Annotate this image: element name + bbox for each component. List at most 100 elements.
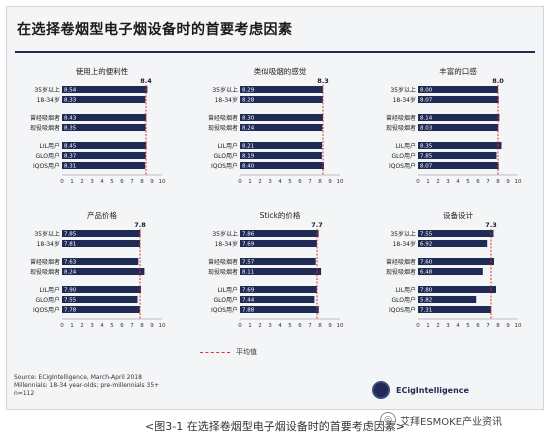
- x-tick-label: 1: [248, 179, 252, 185]
- category-label: 35岁以上: [390, 86, 416, 94]
- bar: [418, 96, 499, 103]
- bar: [418, 240, 488, 247]
- x-tick-label: 0: [60, 179, 64, 185]
- bar-value-label: 7.80: [420, 288, 433, 294]
- category-label: IQOS用户: [211, 162, 238, 170]
- panel-title: 使用上的便利性: [76, 66, 129, 76]
- x-tick-label: 7: [130, 179, 134, 185]
- bar-value-label: 8.21: [242, 144, 254, 150]
- x-tick-label: 9: [328, 179, 332, 185]
- bar: [240, 142, 323, 149]
- bar: [240, 296, 315, 303]
- bar-value-label: 8.24: [242, 126, 255, 132]
- bar: [62, 96, 146, 103]
- x-tick-label: 0: [60, 323, 64, 329]
- average-line-swatch: [200, 351, 230, 353]
- panel-title: 设备设计: [443, 210, 473, 220]
- x-tick-label: 1: [70, 179, 74, 185]
- bar-value-label: 6.92: [420, 242, 432, 248]
- category-label: 35岁以上: [212, 86, 238, 94]
- bar: [240, 240, 317, 247]
- bar: [240, 306, 319, 313]
- category-label: GLO用户: [35, 296, 60, 304]
- category-label: GLO用户: [391, 296, 416, 304]
- bar: [62, 86, 148, 93]
- category-label: 曾经吸烟者: [30, 258, 60, 266]
- bar: [418, 230, 494, 237]
- x-tick-label: 2: [258, 179, 262, 185]
- bar: [62, 162, 146, 169]
- bar-value-label: 7.63: [64, 260, 77, 266]
- bar-value-label: 7.57: [242, 260, 255, 266]
- bar: [62, 152, 146, 159]
- x-tick-label: 2: [436, 323, 440, 329]
- watermark: ◎ 艾拜ESMOKE产业资讯: [380, 412, 502, 428]
- average-value-label: 8.0: [492, 77, 504, 85]
- category-label: 曾经吸烟者: [208, 114, 238, 122]
- category-label: LIL用户: [396, 142, 416, 150]
- bar-value-label: 8.45: [64, 144, 77, 150]
- bar-value-label: 7.69: [242, 288, 255, 294]
- logo-icon: [372, 381, 390, 399]
- category-label: 18-34岁: [393, 240, 416, 248]
- bar-value-label: 8.28: [242, 98, 255, 104]
- bar-value-label: 7.60: [420, 260, 433, 266]
- x-tick-label: 3: [90, 179, 94, 185]
- x-tick-label: 8: [140, 179, 144, 185]
- bar: [418, 286, 496, 293]
- x-tick-label: 5: [466, 179, 470, 185]
- bar: [62, 240, 141, 247]
- bar-value-label: 8.33: [64, 98, 77, 104]
- category-label: LIL用户: [40, 286, 60, 294]
- bar: [240, 230, 319, 237]
- x-tick-label: 8: [496, 323, 500, 329]
- x-tick-label: 1: [426, 323, 430, 329]
- category-label: LIL用户: [40, 142, 60, 150]
- bar: [418, 306, 492, 313]
- x-tick-label: 7: [486, 323, 490, 329]
- average-value-label: 8.4: [140, 77, 152, 85]
- figure-frame: 在选择卷烟型电子烟设备时的首要考虑因素: [6, 6, 544, 410]
- bar: [62, 230, 141, 237]
- bar: [418, 258, 494, 265]
- category-label: 曾经吸烟者: [30, 114, 60, 122]
- category-label: 18-34岁: [215, 240, 238, 248]
- x-tick-label: 3: [268, 323, 272, 329]
- category-label: 35岁以上: [390, 230, 416, 238]
- category-label: 现役吸烟者: [30, 268, 60, 276]
- x-tick-label: 8: [140, 323, 144, 329]
- x-tick-label: 0: [416, 323, 420, 329]
- x-tick-label: 10: [515, 323, 522, 329]
- category-label: 曾经吸烟者: [208, 258, 238, 266]
- x-tick-label: 9: [506, 179, 510, 185]
- bar-value-label: 7.86: [242, 232, 255, 238]
- bar: [240, 86, 323, 93]
- bar: [418, 86, 498, 93]
- bar: [240, 152, 322, 159]
- average-value-label: 7.8: [134, 221, 146, 229]
- bar-value-label: 8.19: [242, 154, 255, 160]
- x-tick-label: 5: [288, 323, 292, 329]
- x-tick-label: 5: [288, 179, 292, 185]
- bar: [240, 258, 316, 265]
- x-tick-label: 6: [120, 323, 124, 329]
- x-tick-label: 4: [456, 179, 460, 185]
- x-tick-label: 6: [298, 179, 302, 185]
- source-line: n=112: [14, 390, 35, 398]
- category-label: 18-34岁: [37, 240, 60, 248]
- category-label: 18-34岁: [215, 96, 238, 104]
- x-tick-label: 2: [258, 323, 262, 329]
- bar: [62, 142, 147, 149]
- bar-value-label: 7.85: [420, 154, 433, 160]
- x-tick-label: 8: [318, 323, 322, 329]
- panel-title: 类似吸烟的感觉: [254, 66, 307, 76]
- bar: [240, 268, 322, 275]
- bar-value-label: 8.00: [420, 88, 433, 94]
- x-tick-label: 6: [120, 179, 124, 185]
- panel-title: 产品价格: [87, 210, 117, 220]
- bar-value-label: 7.85: [64, 232, 77, 238]
- page-title: 在选择卷烟型电子烟设备时的首要考虑因素: [17, 22, 293, 38]
- x-tick-label: 1: [248, 323, 252, 329]
- figure-caption: <图3-1 在选择卷烟型电子烟设备时的首要考虑因素>: [145, 420, 405, 433]
